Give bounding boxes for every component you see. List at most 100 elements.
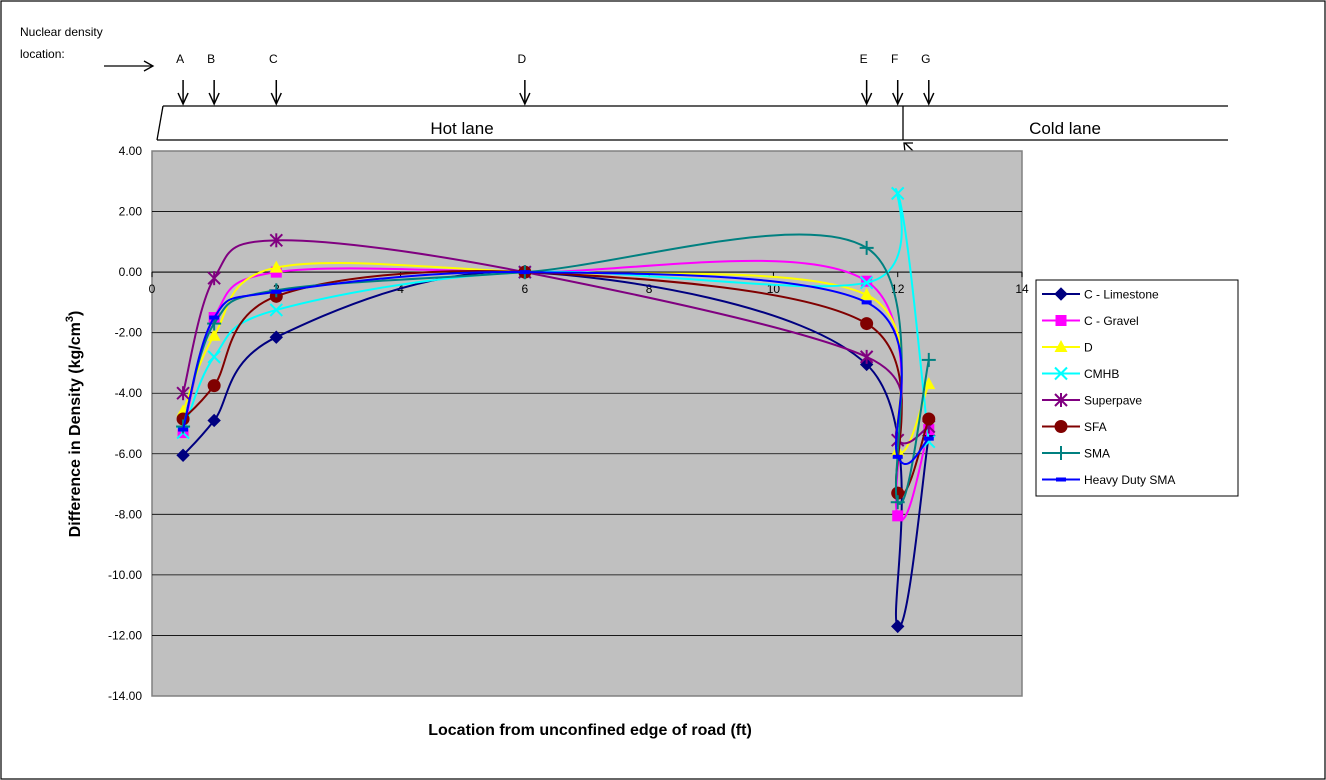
location-marker-e: E <box>860 52 873 106</box>
y-axis-ticks: 4.00 2.00 0.00 -2.00 -4.00 -6.00 -8.00 -10.00 -1… <box>108 144 142 703</box>
location-letter: A <box>176 52 184 66</box>
data-point <box>178 427 189 432</box>
series-layer <box>176 186 936 634</box>
legend-marker <box>1054 446 1068 460</box>
data-point <box>922 412 936 426</box>
hot-lane-label: Hot lane <box>430 119 493 138</box>
nuclear-label-line2: location: <box>20 47 65 61</box>
data-point <box>891 486 905 500</box>
legend-marker <box>1056 477 1066 482</box>
x-tick-label: 6 <box>522 282 529 296</box>
series-line <box>182 259 930 521</box>
y-tick-label: -10.00 <box>108 568 142 582</box>
data-point <box>859 240 874 255</box>
legend-label: C - Gravel <box>1084 314 1139 328</box>
data-point <box>861 300 872 305</box>
location-markers: A B C D E F G <box>176 52 935 106</box>
plot-area <box>151 150 1023 697</box>
x-tick-label: 0 <box>149 282 156 296</box>
series-heavy-duty-sma <box>178 270 934 466</box>
y-tick-label: -8.00 <box>115 507 143 521</box>
y-axis-title: Difference in Density (kg/cm3) <box>64 311 84 538</box>
data-point <box>271 289 282 294</box>
data-point <box>269 260 283 273</box>
data-point <box>207 328 221 341</box>
data-point <box>176 386 190 401</box>
legend-marker <box>1054 420 1068 433</box>
legend-box <box>1035 279 1239 497</box>
legend-label: SFA <box>1084 420 1107 434</box>
y-tick-label: -6.00 <box>115 447 143 461</box>
location-marker-b: B <box>207 52 220 106</box>
data-point <box>269 233 283 248</box>
data-point <box>176 448 190 462</box>
y-tick-label: -12.00 <box>108 628 142 642</box>
data-point <box>859 357 874 372</box>
legend-marker <box>1054 366 1068 381</box>
data-point <box>207 350 221 364</box>
y-tick-label: 2.00 <box>119 205 143 219</box>
y-tick-label: 0.00 <box>119 265 143 279</box>
y-tick-label: 4.00 <box>119 144 143 158</box>
data-point <box>860 317 874 331</box>
data-point <box>892 510 904 522</box>
legend-label: Superpave <box>1084 394 1142 408</box>
data-point <box>860 287 874 300</box>
data-point <box>923 436 934 441</box>
data-point <box>269 303 283 317</box>
nuclear-arrow <box>104 60 155 72</box>
data-point <box>922 377 936 390</box>
data-point <box>207 271 221 286</box>
y-tick-label: -14.00 <box>108 689 142 703</box>
data-point <box>891 619 905 634</box>
data-point <box>519 270 530 275</box>
legend-label: Heavy Duty SMA <box>1084 473 1175 487</box>
cold-lane-label: Cold lane <box>1029 119 1101 138</box>
series-line <box>182 270 930 466</box>
legend-marker <box>1054 340 1068 352</box>
data-point <box>890 495 905 510</box>
data-point <box>269 330 283 344</box>
series-sma <box>176 233 936 510</box>
location-letter: D <box>518 52 527 66</box>
series-line <box>182 188 930 442</box>
data-point <box>209 315 220 320</box>
legend-label: C - Limestone <box>1084 288 1159 302</box>
x-axis-title: Location from unconfined edge of road (f… <box>428 722 752 739</box>
legend-item: C - Limestone <box>1042 287 1159 302</box>
lane-diagram <box>156 105 1228 141</box>
legend-item: D <box>1042 340 1093 355</box>
legend-marker <box>1054 393 1068 407</box>
y-tick-label: -2.00 <box>115 326 143 340</box>
data-point <box>207 413 221 428</box>
location-marker-g: G <box>921 52 935 106</box>
legend-label: D <box>1084 341 1093 355</box>
data-point <box>891 186 905 201</box>
legend-label: CMHB <box>1084 367 1119 381</box>
location-marker-d: D <box>518 52 531 106</box>
legend-item: Heavy Duty SMA <box>1042 473 1175 487</box>
data-point <box>859 276 874 290</box>
data-point <box>861 275 873 287</box>
location-letter: E <box>860 52 868 66</box>
legend-marker <box>1055 315 1067 326</box>
legend-marker <box>1054 287 1068 301</box>
x-tick-label: 14 <box>1015 282 1029 296</box>
legend-item: CMHB <box>1042 366 1119 381</box>
data-point <box>921 352 936 367</box>
data-point <box>207 379 221 393</box>
data-point <box>892 454 903 459</box>
legend-item: SFA <box>1042 420 1107 434</box>
location-marker-a: A <box>176 52 189 106</box>
location-letter: G <box>921 52 930 66</box>
legend: C - Limestone C - Gravel D CMHB Superpave SFA… <box>1042 287 1175 487</box>
data-point <box>859 349 874 364</box>
x-tick-label: 8 <box>646 282 653 296</box>
nuclear-label-line1: Nuclear density <box>20 25 103 39</box>
location-letter: B <box>207 52 215 66</box>
location-letter: C <box>269 52 278 66</box>
legend-item: SMA <box>1042 446 1110 461</box>
legend-item: C - Gravel <box>1042 314 1139 328</box>
y-axis-title-superscript: 3 <box>64 316 76 322</box>
